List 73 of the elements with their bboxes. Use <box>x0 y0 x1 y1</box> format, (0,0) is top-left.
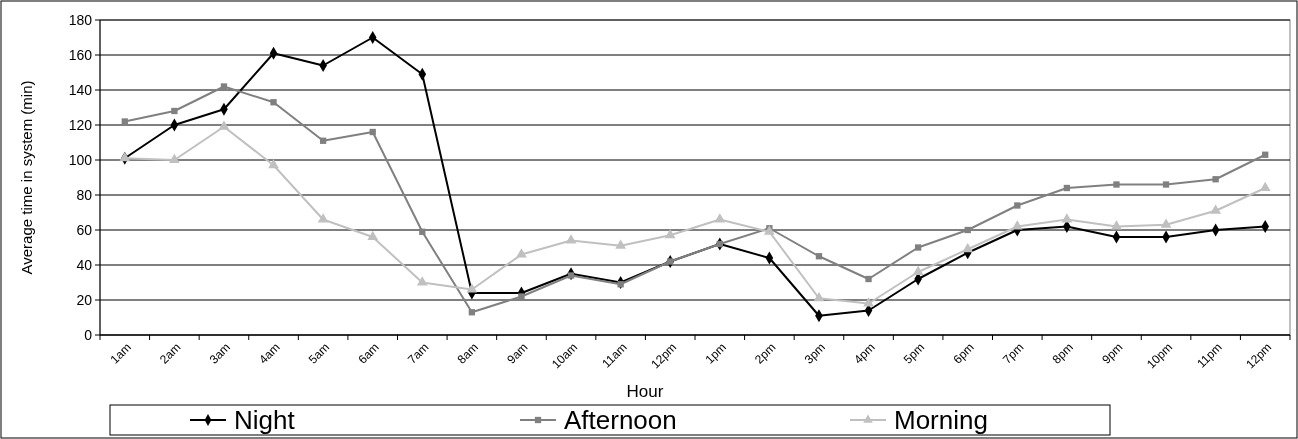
y-tick-label: 20 <box>76 291 93 308</box>
legend-label: Afternoon <box>564 405 677 436</box>
point <box>468 309 476 316</box>
y-axis-title: Average time in system (min) <box>18 80 35 275</box>
y-tick-label: 40 <box>76 256 93 273</box>
x-tick-label: 1pm <box>702 340 729 367</box>
point <box>865 275 872 283</box>
point <box>218 120 230 130</box>
y-tick-label: 180 <box>68 11 93 28</box>
legend-label: Night <box>234 405 296 436</box>
point <box>1210 204 1221 214</box>
point <box>416 276 428 286</box>
y-tick-label: 160 <box>68 46 93 63</box>
point <box>466 283 478 293</box>
point <box>1063 184 1071 192</box>
x-tick-label: 9pm <box>1099 340 1126 367</box>
point <box>1212 176 1219 183</box>
point <box>863 297 874 307</box>
point <box>270 99 277 106</box>
point <box>567 272 575 279</box>
x-tick-label: 8am <box>454 340 481 367</box>
point <box>1160 218 1172 228</box>
legend-label: Morning <box>894 405 988 436</box>
point <box>815 253 823 260</box>
x-tick-label: 4pm <box>851 340 878 367</box>
y-tick-label: 80 <box>76 186 93 203</box>
point <box>664 229 676 239</box>
point <box>220 83 228 90</box>
x-tick-label: 2am <box>157 340 184 367</box>
point <box>912 265 924 276</box>
x-tick-label: 3am <box>206 340 234 367</box>
point <box>714 213 726 223</box>
x-tick-label: 8pm <box>1049 340 1076 367</box>
x-tick-label: 5pm <box>900 340 928 367</box>
point <box>268 159 279 169</box>
y-tick-label: 60 <box>76 221 93 238</box>
point <box>1162 181 1170 188</box>
point <box>169 153 180 164</box>
y-tick-label: 120 <box>68 116 93 133</box>
point <box>615 239 626 249</box>
x-tick-label: 3pm <box>801 340 829 367</box>
point <box>914 244 922 251</box>
point <box>516 248 527 258</box>
x-tick-label: 4am <box>256 340 283 367</box>
point <box>565 234 577 244</box>
x-tick-label: 5am <box>305 340 333 367</box>
x-tick-label: 2pm <box>752 340 779 367</box>
point <box>369 128 376 136</box>
point <box>1113 181 1120 188</box>
x-tick-label: 6pm <box>950 340 977 367</box>
x-tick-label: 7am <box>404 340 432 367</box>
point <box>1014 202 1021 209</box>
point <box>962 243 974 253</box>
x-tick-label: 6am <box>355 340 382 367</box>
point <box>367 230 379 241</box>
y-tick-label: 0 <box>84 326 93 343</box>
point <box>171 107 178 115</box>
x-tick-label: 7pm <box>999 340 1027 367</box>
point <box>1061 213 1073 223</box>
point <box>317 213 329 223</box>
point <box>1111 220 1122 230</box>
y-tick-label: 140 <box>68 81 93 98</box>
x-tick-label: 9am <box>504 340 531 367</box>
point <box>1262 151 1269 158</box>
x-tick-label: 1am <box>107 340 134 367</box>
y-tick-label: 100 <box>68 151 93 168</box>
x-axis-title: Hour <box>626 382 664 401</box>
point <box>813 292 825 302</box>
point <box>319 137 327 144</box>
point <box>964 226 971 234</box>
point <box>617 281 624 288</box>
point <box>419 228 426 235</box>
point <box>121 118 128 125</box>
